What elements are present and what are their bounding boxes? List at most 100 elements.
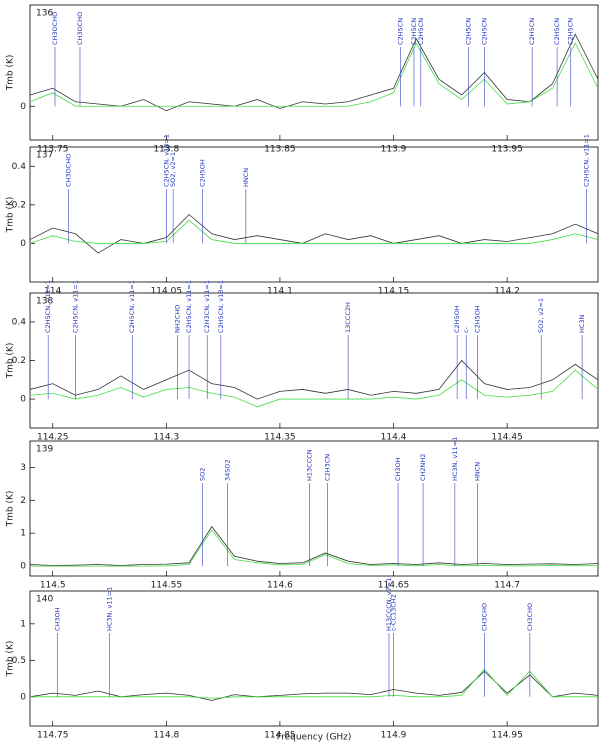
x-tick-label: 114.6 [267, 581, 293, 591]
line-label: C2H5CN [464, 18, 472, 45]
x-tick-label: 114.2 [494, 287, 520, 297]
line-label: 13CCC2H [344, 302, 352, 333]
y-axis-label: Tmb (K) [6, 641, 16, 678]
line-label: HC3N, v11=1 [451, 437, 459, 481]
line-label: C2H5CN [553, 18, 561, 45]
plot-frame [29, 292, 599, 429]
x-axis-label: Frequency (GHz) [277, 733, 352, 743]
observed-spectrum [29, 33, 599, 112]
line-label: C2H5CN [410, 18, 418, 45]
x-tick-label: 113.9 [381, 145, 407, 155]
x-tick-label: 114.75 [37, 731, 69, 741]
y-tick-label: 0 [20, 102, 26, 112]
x-tick-label: 114.55 [151, 581, 183, 591]
x-tick-label: 113.85 [264, 145, 296, 155]
model-spectrum [30, 668, 598, 699]
x-tick-label: 114.8 [153, 731, 179, 741]
panel-number: 138 [36, 297, 53, 307]
model-spectrum [29, 219, 599, 244]
plot-frame [29, 146, 599, 283]
line-label: CH3OCHO [51, 12, 59, 45]
line-label: HC3N [578, 314, 586, 333]
line-label: CH3OH [53, 607, 61, 631]
line-label: SO2 [199, 468, 207, 481]
line-label: C2H5CN, v11=1 [44, 280, 52, 333]
y-tick-label: 3 [20, 463, 26, 473]
y-tick-label: 0 [20, 692, 26, 702]
line-label: c- [462, 326, 470, 333]
line-label: C2H3CN, v11=1 [203, 280, 211, 333]
x-tick-label: 114.7 [494, 581, 520, 591]
plot-frame [29, 590, 599, 727]
line-label: C2H5CN [396, 18, 404, 45]
x-tick-label: 114.35 [264, 433, 296, 443]
x-tick-label: 113.95 [491, 145, 523, 155]
line-label: 34SO2 [224, 459, 232, 481]
x-tick-label: 114.45 [491, 433, 523, 443]
observed-spectrum [29, 670, 599, 701]
y-tick-label: 0.2 [12, 200, 26, 210]
x-tick-label: 114.05 [151, 287, 183, 297]
y-axis-label: Tmb (K) [6, 491, 16, 528]
line-label: CH3OCHO [65, 154, 73, 187]
x-tick-label: 114.65 [378, 581, 410, 591]
line-label: C2H5CN [480, 18, 488, 45]
y-tick-label: 1 [20, 529, 26, 539]
x-tick-label: 114.85 [264, 731, 296, 741]
y-tick-label: 0.5 [12, 656, 26, 666]
line-label: HC3N, v11=1 [106, 587, 114, 631]
line-label: C2H5CN [417, 18, 425, 45]
line-label: c-CC13CH2 [390, 594, 398, 631]
model-spectrum [30, 529, 599, 567]
x-tick-label: 114.25 [37, 433, 69, 443]
observed-spectrum [29, 525, 599, 566]
line-label: C2H5OH [474, 305, 482, 333]
line-label: C2H3CN [324, 454, 332, 481]
x-tick-label: 114.9 [381, 731, 407, 741]
x-tick-label: 114.3 [153, 433, 179, 443]
y-tick-label: 0 [20, 395, 26, 405]
y-tick-label: 0.4 [12, 317, 27, 327]
panel-number: 140 [36, 595, 53, 605]
panel-number: 136 [36, 9, 53, 19]
line-label: C2H5CN, v11=1 [128, 280, 136, 333]
line-label: NH2CHO [174, 305, 182, 333]
line-label: H13CCCN, v7=1 [385, 578, 393, 631]
y-tick-label: 1 [20, 619, 26, 629]
y-tick-label: 0 [20, 562, 26, 572]
line-label: C2H5CN, v11=1 [185, 280, 193, 333]
line-label: HNCN [242, 168, 250, 187]
y-tick-label: 0.4 [12, 162, 27, 172]
panel-number: 137 [36, 151, 53, 161]
plot-frame [29, 4, 599, 141]
x-tick-label: 114 [44, 287, 61, 297]
line-label: C2H5CN [567, 18, 575, 45]
y-axis-label: Tmb (K) [6, 343, 16, 380]
line-label: C2H5CN, v13=1 [217, 280, 225, 333]
x-tick-label: 113.8 [153, 145, 179, 155]
line-label: CH3CHO [526, 603, 534, 631]
y-tick-label: 0.2 [12, 356, 26, 366]
x-tick-label: 114.15 [378, 287, 410, 297]
line-label: C2H5OH [199, 159, 207, 187]
x-tick-label: 114.1 [267, 287, 293, 297]
observed-spectrum [29, 359, 599, 400]
line-label: CH3CHO [480, 603, 488, 631]
line-label: C2H5CN, v11=1 [71, 280, 79, 333]
y-axis-label: Tmb (K) [6, 197, 16, 234]
line-label: SO2, v2=1 [169, 152, 177, 187]
line-label: C2H5CN, v13=1 [162, 134, 170, 187]
observed-spectrum [29, 213, 599, 254]
line-label: SO2, v2=1 [537, 298, 545, 333]
y-tick-label: 0 [20, 239, 26, 249]
x-tick-label: 113.75 [37, 145, 69, 155]
model-spectrum [29, 42, 599, 107]
line-label: C2H5OH [453, 305, 461, 333]
x-tick-label: 114.5 [40, 581, 66, 591]
y-tick-label: 2 [20, 496, 26, 506]
panel-number: 139 [36, 445, 53, 455]
line-label: C2H5CN, v11=1 [583, 134, 591, 187]
x-tick-label: 114.95 [491, 731, 523, 741]
model-spectrum [29, 369, 599, 408]
